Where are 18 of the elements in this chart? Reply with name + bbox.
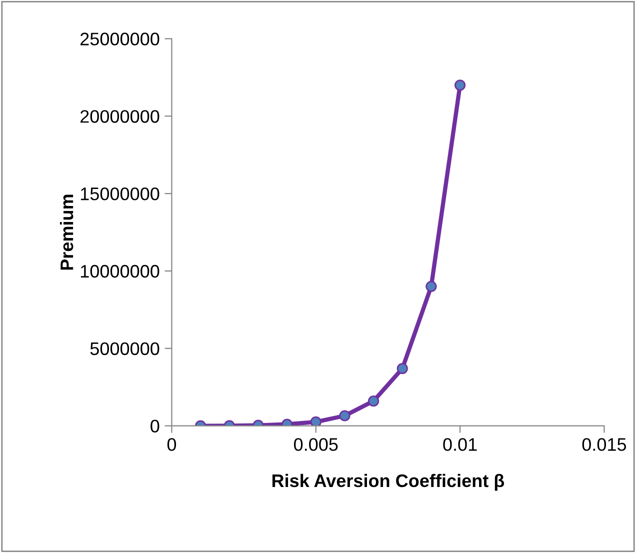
x-tick-label: 0 bbox=[167, 438, 176, 451]
x-axis-title: Risk Aversion Coefficient β bbox=[272, 474, 504, 491]
y-tick-label: 5000000 bbox=[90, 342, 160, 356]
x-tick-label: 0.01 bbox=[443, 438, 477, 451]
point bbox=[454, 80, 466, 91]
y-tick-label: 20000000 bbox=[80, 110, 160, 123]
x-tick-label: 0.015 bbox=[582, 438, 626, 451]
point bbox=[310, 416, 322, 426]
y-tick-label: 10000000 bbox=[80, 264, 160, 278]
y-tick-label: 25000000 bbox=[80, 32, 160, 46]
point bbox=[396, 362, 408, 374]
y-tick-label: 15000000 bbox=[80, 187, 160, 200]
point bbox=[426, 280, 437, 292]
y-tick-label: 0 bbox=[150, 420, 160, 433]
point bbox=[368, 395, 380, 407]
x-tick-label: 0.005 bbox=[294, 438, 338, 451]
y-axis-title: Premium bbox=[60, 194, 74, 270]
point bbox=[339, 410, 350, 422]
